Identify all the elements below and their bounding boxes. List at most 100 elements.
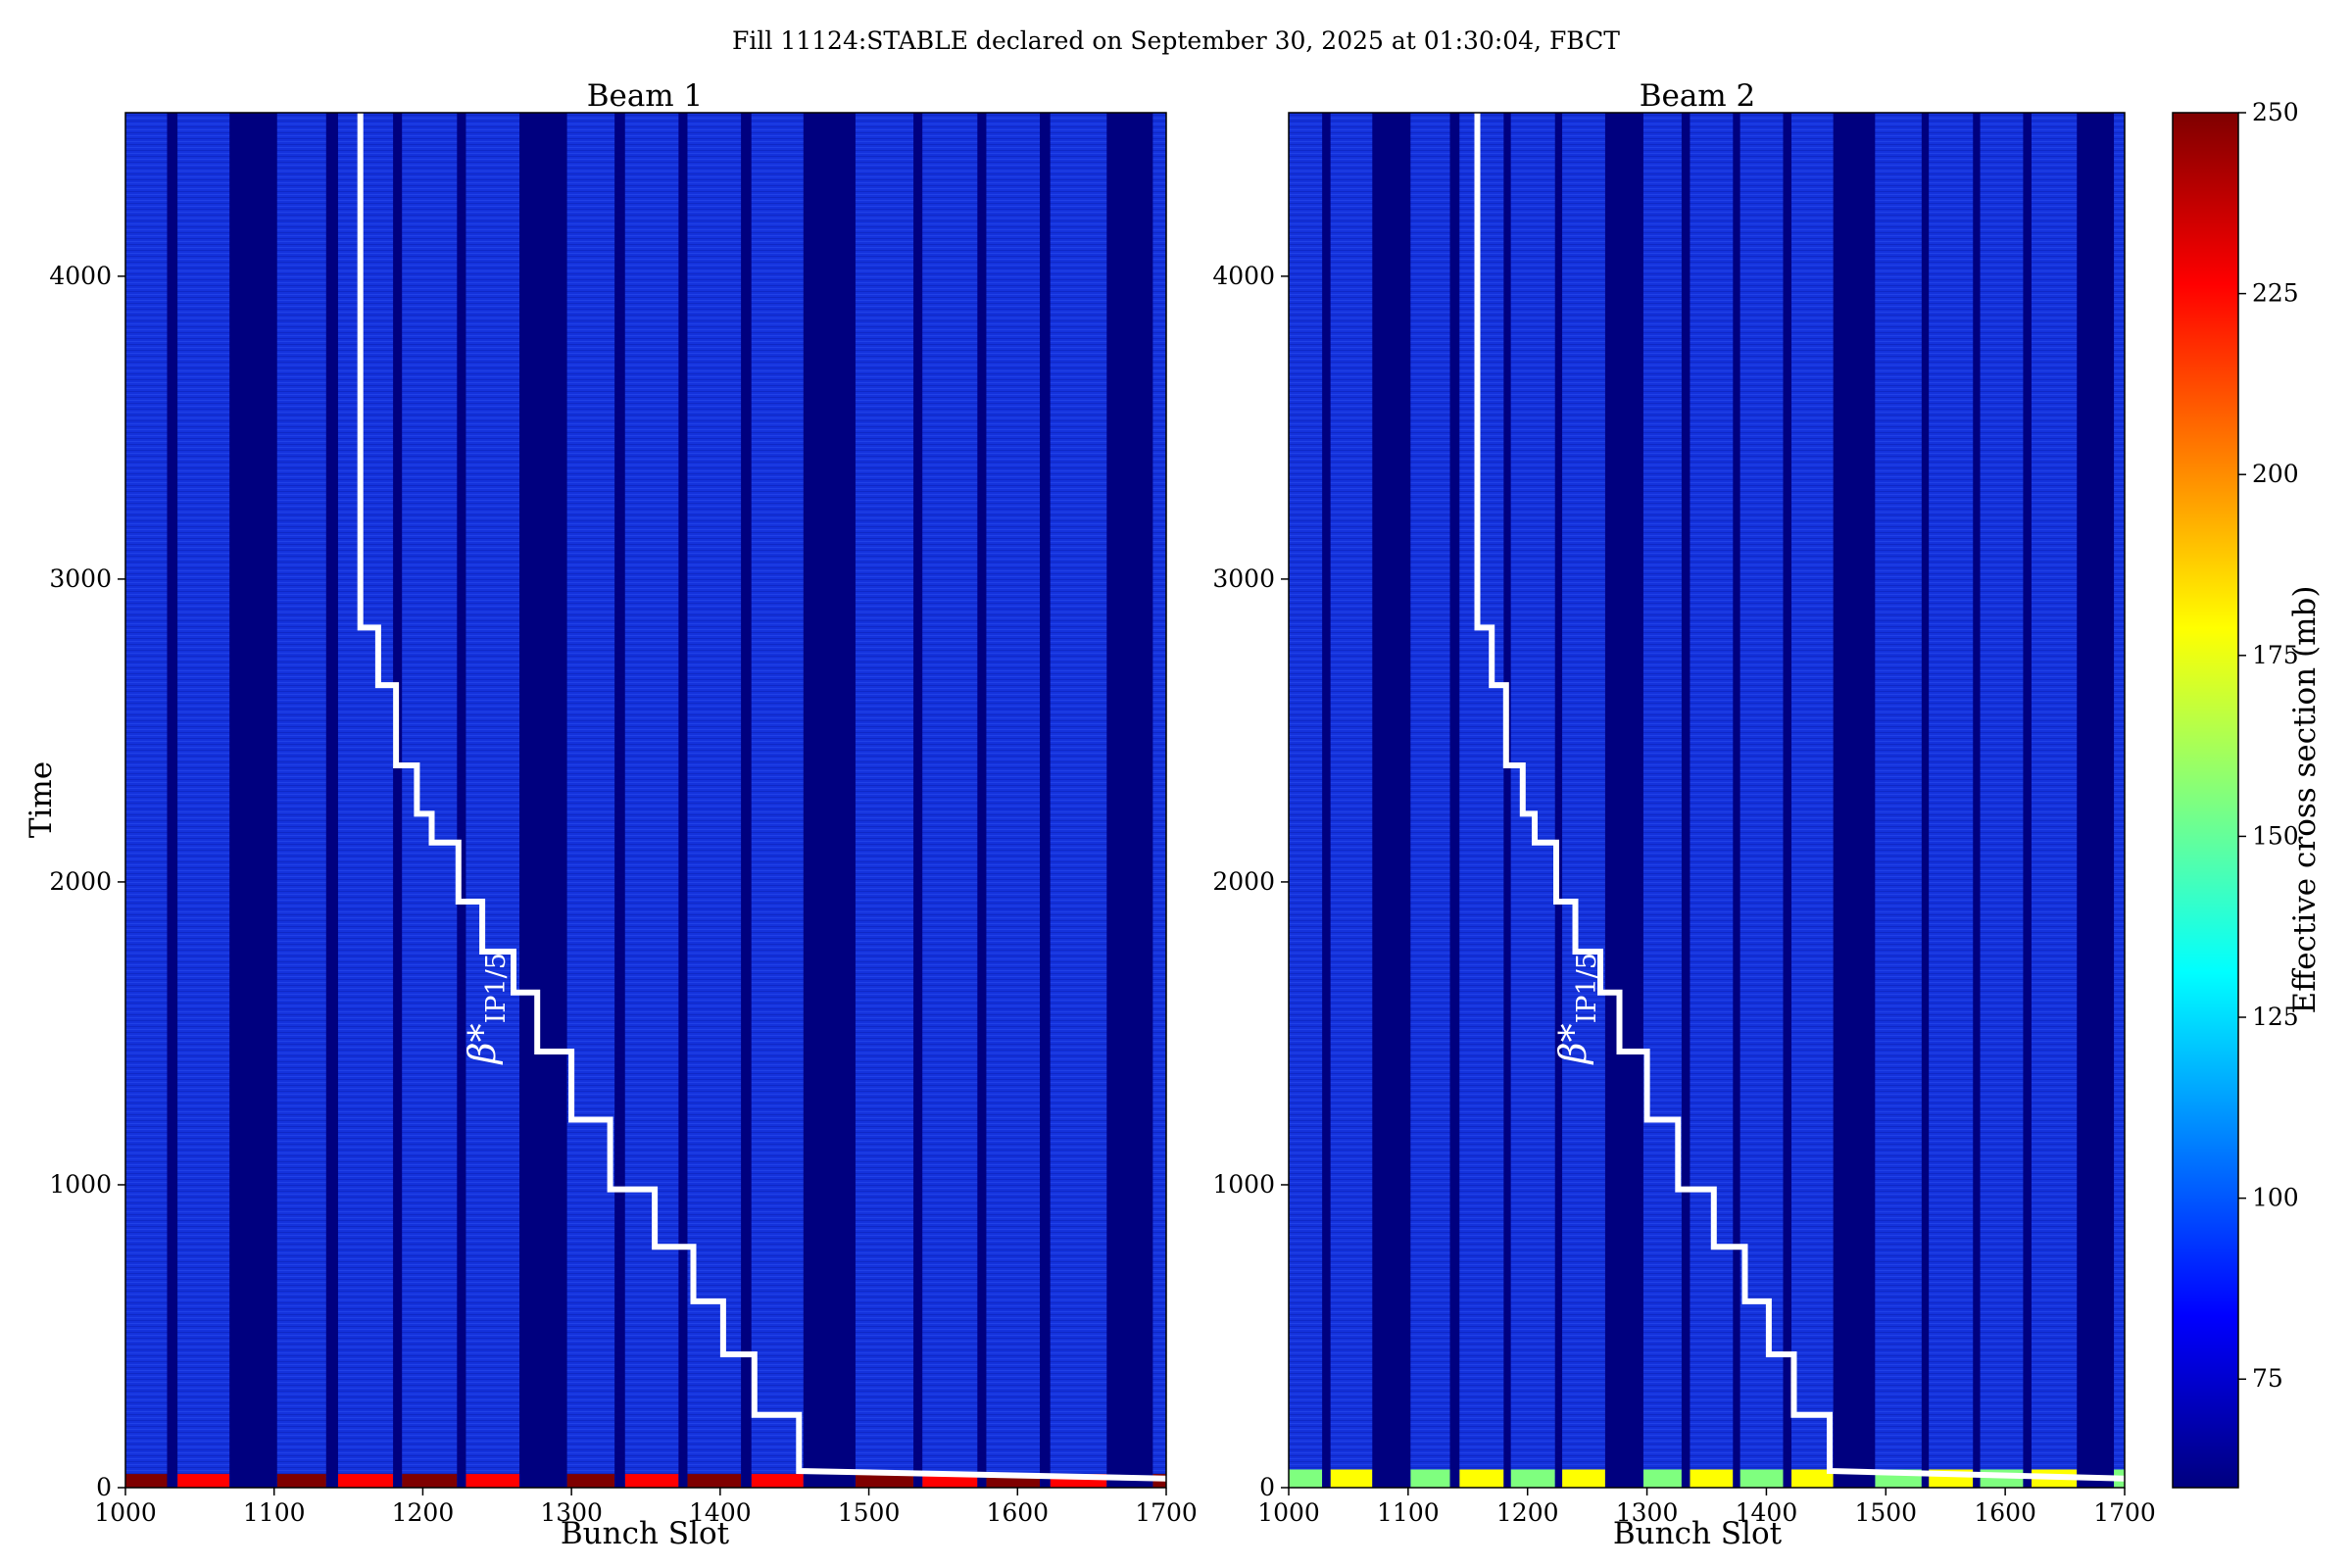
y-tick-label: 3000	[1212, 564, 1275, 593]
x-tick-label: 1600	[1974, 1498, 2036, 1527]
empty-slot-column	[1733, 113, 1740, 1488]
x-tick-label: 1600	[986, 1498, 1049, 1527]
y-tick-label: 2000	[1212, 867, 1275, 896]
y-tick-label: 1000	[49, 1170, 112, 1199]
x-tick-label: 1100	[243, 1498, 306, 1527]
empty-slot-column	[1604, 113, 1643, 1488]
heatmap-early-band	[855, 1474, 914, 1488]
heatmap-early-band	[177, 1474, 230, 1488]
beta-star-subscript: IP1/5	[1572, 953, 1602, 1023]
empty-slot-column	[393, 113, 403, 1488]
heatmap-early-band	[466, 1474, 520, 1488]
x-tick-label: 1300	[1616, 1498, 1679, 1527]
empty-slot-column	[1040, 113, 1051, 1488]
beam1-xlabel: Bunch Slot	[561, 1516, 730, 1551]
empty-slot-column	[1106, 113, 1153, 1488]
heatmap-early-band	[922, 1474, 978, 1488]
empty-slot-column	[678, 113, 688, 1488]
empty-slot-column	[1372, 113, 1411, 1488]
empty-slot-column	[1449, 113, 1460, 1488]
heatmap-early-band	[1330, 1469, 1373, 1488]
y-tick-label: 2000	[49, 867, 112, 896]
empty-slot-column	[1921, 113, 1930, 1488]
colorbar-label: Effective cross section (mb)	[2287, 586, 2323, 1014]
x-tick-label: 1000	[1257, 1498, 1320, 1527]
empty-slot-column	[913, 113, 923, 1488]
beam1-ylabel: Time	[24, 761, 59, 838]
empty-slot-column	[977, 113, 987, 1488]
x-tick-label: 1400	[1736, 1498, 1798, 1527]
heatmap-early-band	[337, 1474, 394, 1488]
empty-slot-column	[1783, 113, 1792, 1488]
x-tick-label: 1300	[540, 1498, 603, 1527]
heatmap-texture	[1289, 113, 2125, 1488]
heatmap-early-band	[1510, 1469, 1555, 1488]
heatmap-early-band	[276, 1474, 326, 1488]
heatmap-early-band	[1791, 1469, 1834, 1488]
empty-slot-column	[167, 113, 178, 1488]
heatmap-early-band	[1410, 1469, 1450, 1488]
x-tick-label: 1700	[1135, 1498, 1198, 1527]
empty-slot-column	[519, 113, 567, 1488]
empty-slot-column	[1681, 113, 1690, 1488]
x-tick-label: 1500	[1854, 1498, 1917, 1527]
empty-slot-column	[2077, 113, 2115, 1488]
colorbar: 75 100 125 150 175 200 225 250 Effective cross …	[2172, 98, 2323, 1489]
colorbar-tick-label: 200	[2252, 460, 2299, 488]
heatmap-texture	[125, 113, 1166, 1488]
heatmap-early-band	[566, 1474, 615, 1488]
x-tick-label: 1700	[2093, 1498, 2156, 1527]
x-tick-label: 1500	[838, 1498, 901, 1527]
empty-slot-column	[1503, 113, 1511, 1488]
heatmap-early-band	[125, 1474, 168, 1488]
heatmap-early-band	[624, 1474, 679, 1488]
empty-slot-column	[325, 113, 338, 1488]
colorbar-tick-label: 100	[2252, 1184, 2299, 1212]
empty-slot-column	[614, 113, 625, 1488]
y-tick-label: 4000	[1212, 262, 1275, 290]
colorbar-tick-label: 75	[2252, 1364, 2283, 1393]
y-tick-label: 0	[96, 1473, 112, 1501]
colorbar-tick-label: 125	[2252, 1003, 2299, 1031]
figure-title: Fill 11124:STABLE declared on September …	[732, 26, 1620, 55]
x-tick-label: 1200	[1496, 1498, 1559, 1527]
y-tick-label: 3000	[49, 564, 112, 593]
y-tick-label: 1000	[1212, 1170, 1275, 1199]
beam1-title: Beam 1	[587, 78, 704, 114]
heatmap-early-band	[1459, 1469, 1504, 1488]
colorbar-fill	[2172, 112, 2239, 1489]
heatmap-early-band	[1289, 1469, 1323, 1488]
x-tick-label: 1000	[94, 1498, 157, 1527]
empty-slot-column	[1833, 113, 1876, 1488]
heatmap-early-band	[751, 1474, 804, 1488]
beta-star-curve	[357, 113, 1167, 1482]
colorbar-ticks: 75 100 125 150 175 200 225 250	[2238, 98, 2299, 1393]
empty-slot-column	[803, 113, 856, 1488]
empty-slot-column	[1554, 113, 1563, 1488]
plot-frame	[124, 112, 1167, 1489]
empty-slot-column	[457, 113, 466, 1488]
colorbar-tick-label: 150	[2252, 821, 2299, 850]
empty-slot-column	[229, 113, 277, 1488]
beam2-title: Beam 2	[1640, 78, 1756, 114]
heatmap-early-band	[1562, 1469, 1605, 1488]
plot-frame	[1288, 112, 2126, 1489]
heatmap-early-band	[1642, 1469, 1682, 1488]
empty-slot-column	[1973, 113, 1981, 1488]
beta-star-subscript: IP1/5	[481, 953, 512, 1023]
x-tick-label: 1200	[392, 1498, 455, 1527]
empty-slot-column	[741, 113, 752, 1488]
heatmap-early-band	[687, 1474, 742, 1488]
y-tick-label: 0	[1259, 1473, 1275, 1501]
colorbar-tick-label: 250	[2252, 98, 2299, 126]
empty-slot-column	[2023, 113, 2032, 1488]
beam2-xlabel: Bunch Slot	[1613, 1516, 1783, 1551]
colorbar-tick-label: 225	[2252, 279, 2299, 308]
x-tick-label: 1100	[1377, 1498, 1440, 1527]
beta-star-curve	[1474, 113, 2126, 1482]
empty-slot-column	[1322, 113, 1331, 1488]
